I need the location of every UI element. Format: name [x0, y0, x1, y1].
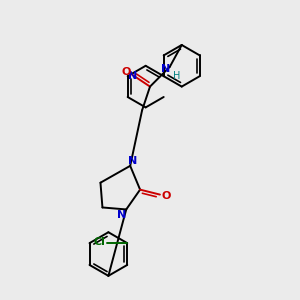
Text: O: O [161, 190, 170, 201]
Text: Cl: Cl [94, 237, 106, 247]
Text: N: N [161, 64, 170, 74]
Text: N: N [117, 210, 126, 220]
Text: N: N [128, 71, 137, 81]
Text: H: H [173, 71, 180, 81]
Text: O: O [122, 67, 131, 77]
Text: N: N [128, 156, 137, 166]
